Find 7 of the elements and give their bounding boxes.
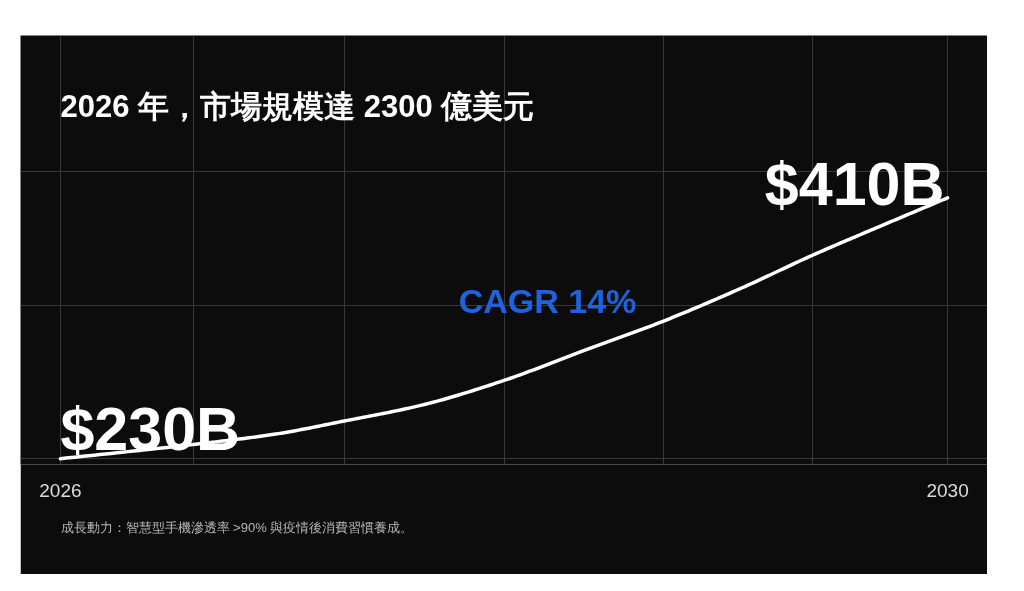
data-label: $410B — [764, 149, 945, 218]
data-label: $230B — [60, 394, 241, 463]
text: 2026 年，市場規模達 2300 億美元 — [60, 89, 535, 124]
text: 成長動力：智慧型手機滲透率 >90% 與疫情後消費習慣養成。 — [60, 519, 414, 535]
x-tick-label: 2030 — [926, 479, 969, 501]
x-tick-label: 2026 — [39, 479, 82, 501]
annotation: CAGR 14% — [458, 281, 637, 320]
